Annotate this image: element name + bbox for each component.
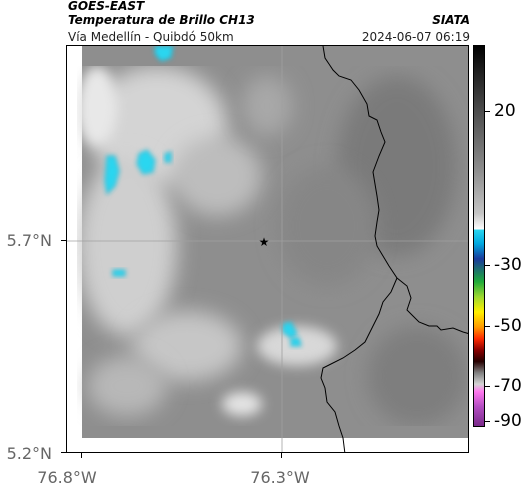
map-subtitle: Vía Medellín - Quibdó 50km [68,30,234,44]
lat-tick-label: 5.2°N [6,444,52,463]
colorbar-tick-label: -90 [494,411,522,431]
lat-tick-label: 5.7°N [6,231,52,250]
colorbar-tickmark [485,421,490,422]
star-icon: ★ [259,235,270,249]
map-gridlines [67,46,468,452]
map-title: Temperatura de Brillo CH13 [68,13,255,27]
colorbar-tick-label: -50 [494,316,522,336]
colorbar-tick-label: 20 [494,101,516,121]
lat-tickmark [61,452,66,453]
cloud-texture [77,66,467,426]
organization-label: SIATA [432,13,470,27]
colorbar-tick-label: -30 [494,255,522,275]
colorbar-tick-label: -70 [494,376,522,396]
location-marker-group: ★ [259,235,270,249]
lon-tick-label: 76.3°W [250,468,310,487]
lon-tickmark [81,453,82,458]
temperature-colorbar [473,45,485,427]
colorbar-tickmark [485,326,490,327]
lat-tickmark [61,240,66,241]
map-canvas: ★ [67,46,468,452]
satellite-platform-label: GOES-EAST [68,0,145,13]
cold-cloud-tops [104,46,302,347]
lon-tickmark [281,453,282,458]
colorbar-tickmark [485,386,490,387]
colorbar-tickmark [485,111,490,112]
colorbar-tickmark [485,265,490,266]
lon-tick-label: 76.8°W [37,468,97,487]
timestamp-label: 2024-06-07 06:19 [361,30,470,44]
department-borders [320,46,468,452]
satellite-map[interactable]: ★ [66,45,469,453]
